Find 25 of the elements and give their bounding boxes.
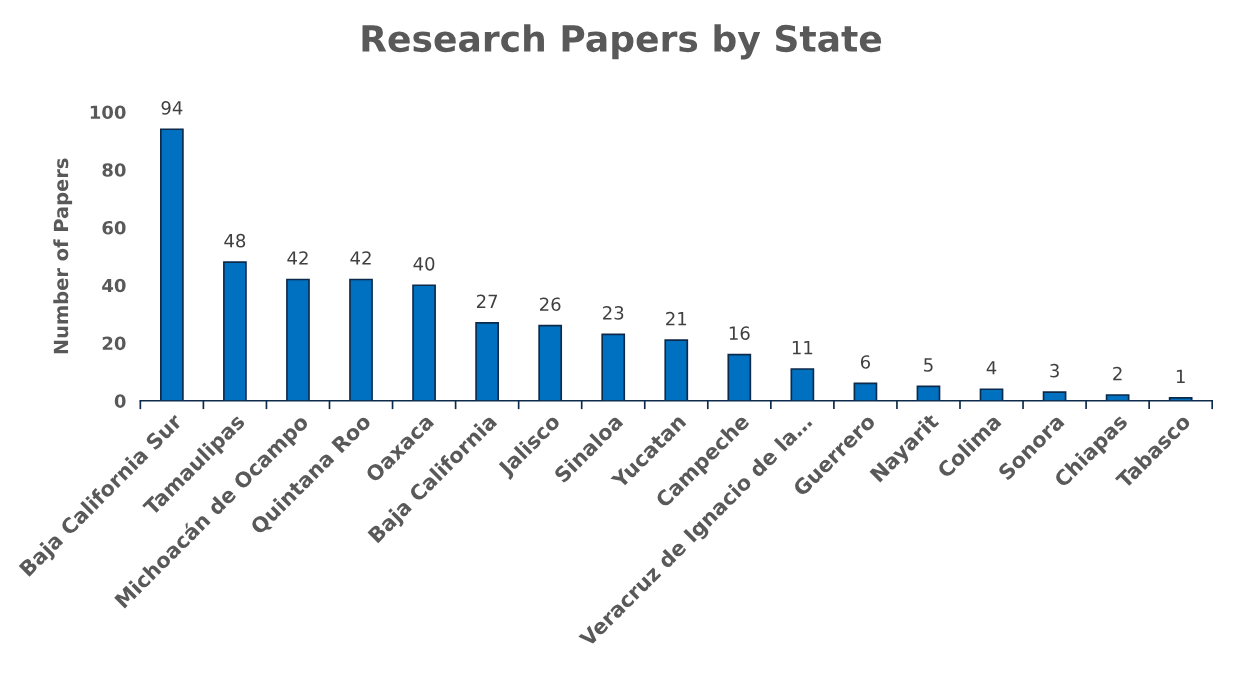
data-label: 26 xyxy=(540,297,561,312)
data-label: 6 xyxy=(860,355,871,369)
data-label: 42 xyxy=(287,251,308,265)
data-label: 5 xyxy=(924,358,933,372)
data-label: 11 xyxy=(792,340,813,355)
data-label: 3 xyxy=(1050,363,1059,378)
y-tick-label: 0 xyxy=(114,394,126,408)
data-label: 2 xyxy=(1113,366,1122,381)
data-label: 42 xyxy=(350,251,371,265)
data-label: 4 xyxy=(986,361,997,375)
y-tick-label: 80 xyxy=(102,163,126,177)
data-label: 94 xyxy=(161,101,183,115)
data-label: 23 xyxy=(603,306,624,320)
y-tick-label: 20 xyxy=(102,336,126,351)
y-axis-title: Number of Papers xyxy=(53,158,73,354)
data-label: 40 xyxy=(413,256,435,271)
y-tick-label: 40 xyxy=(102,278,126,293)
chart-title: Research Papers by State xyxy=(362,24,882,60)
data-label: 21 xyxy=(666,311,687,326)
y-tick-label: 100 xyxy=(90,105,126,120)
data-label: 27 xyxy=(476,294,498,308)
data-label: 48 xyxy=(224,233,246,248)
y-tick-label: 60 xyxy=(102,220,126,235)
data-label: 1 xyxy=(1176,369,1185,384)
data-label: 16 xyxy=(729,326,750,340)
